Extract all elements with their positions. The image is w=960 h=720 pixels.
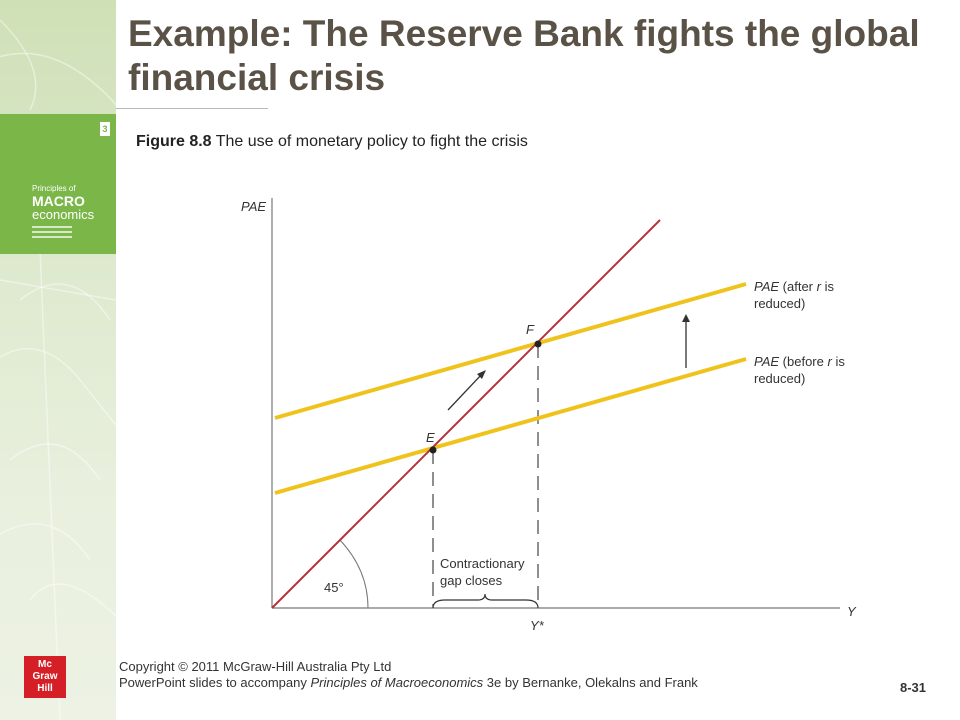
- point-e-label: E: [426, 430, 435, 445]
- figure-caption: Figure 8.8 The use of monetary policy to…: [136, 133, 528, 151]
- pae-after-label: PAE (after r is: [754, 279, 834, 294]
- point-e-marker: [429, 446, 437, 454]
- keynesian-cross-diagram: PAE Y 45° E F PAE (after r is reduced) P…: [241, 198, 857, 633]
- footer-line2: PowerPoint slides to accompany Principle…: [119, 675, 698, 691]
- pae-before-label: PAE (before r is: [754, 354, 845, 369]
- textbook-cover: 3 Principles of MACRO economics: [0, 114, 116, 254]
- mcgraw-hill-logo: Mc Graw Hill: [24, 656, 66, 698]
- shift-arrow-diagonal-head: [477, 370, 486, 379]
- gap-brace: [432, 593, 539, 609]
- pae-after-label-pae: PAE: [754, 279, 779, 294]
- pae-after-label-text1: (after: [779, 279, 817, 294]
- y-axis-label: PAE: [241, 199, 266, 214]
- book-title-line3: economics: [32, 207, 95, 222]
- potential-output-label: Y*: [530, 618, 545, 633]
- decorative-leaf-background: [0, 0, 116, 720]
- point-f-marker: [534, 340, 542, 348]
- shift-arrow-diagonal: [447, 373, 483, 411]
- book-authors-decoration: [32, 226, 72, 241]
- book-title-line2: MACRO: [32, 193, 85, 209]
- pae-before-label-pae: PAE: [754, 354, 779, 369]
- forty-five-degree-line: [271, 219, 661, 609]
- gap-label-line2: gap closes: [440, 573, 503, 588]
- footer: Copyright © 2011 McGraw-Hill Australia P…: [119, 659, 698, 691]
- point-f-label: F: [526, 322, 535, 337]
- logo-line2: Graw: [32, 671, 58, 682]
- x-axis-label: Y: [847, 604, 857, 619]
- title-underline: [116, 108, 268, 109]
- angle-label: 45°: [324, 580, 344, 595]
- figure-caption-text: The use of monetary policy to fight the …: [211, 133, 528, 150]
- pae-before-label-r: r: [827, 354, 832, 369]
- footer-book-title: Principles of Macroeconomics: [310, 675, 484, 690]
- slide-title: Example: The Reserve Bank fights the glo…: [128, 13, 920, 98]
- pae-before-label-text2: is: [832, 354, 846, 369]
- pae-after-label-line2: reduced): [754, 296, 805, 311]
- pae-line-before: [274, 357, 747, 495]
- footer-copyright: Copyright © 2011 McGraw-Hill Australia P…: [119, 659, 392, 674]
- book-title-line1: Principles of: [32, 184, 76, 193]
- figure-label: Figure 8.8: [136, 133, 212, 150]
- edition-badge: 3: [100, 122, 110, 136]
- gap-label-line1: Contractionary: [440, 556, 525, 571]
- pae-after-label-r: r: [817, 279, 822, 294]
- shift-arrow-up-head: [682, 314, 690, 322]
- pae-after-label-text2: is: [821, 279, 835, 294]
- footer-line2-prefix: PowerPoint slides to accompany: [119, 675, 311, 690]
- logo-line3: Hill: [37, 683, 53, 694]
- page-number: 8-31: [900, 680, 927, 695]
- pae-line-after: [274, 282, 747, 420]
- pae-before-label-text1: (before: [779, 354, 827, 369]
- pae-before-label-line2: reduced): [754, 371, 805, 386]
- angle-arc: [339, 539, 369, 609]
- logo-line1: Mc: [38, 659, 52, 670]
- footer-line2-suffix: 3e by Bernanke, Olekalns and Frank: [483, 675, 698, 690]
